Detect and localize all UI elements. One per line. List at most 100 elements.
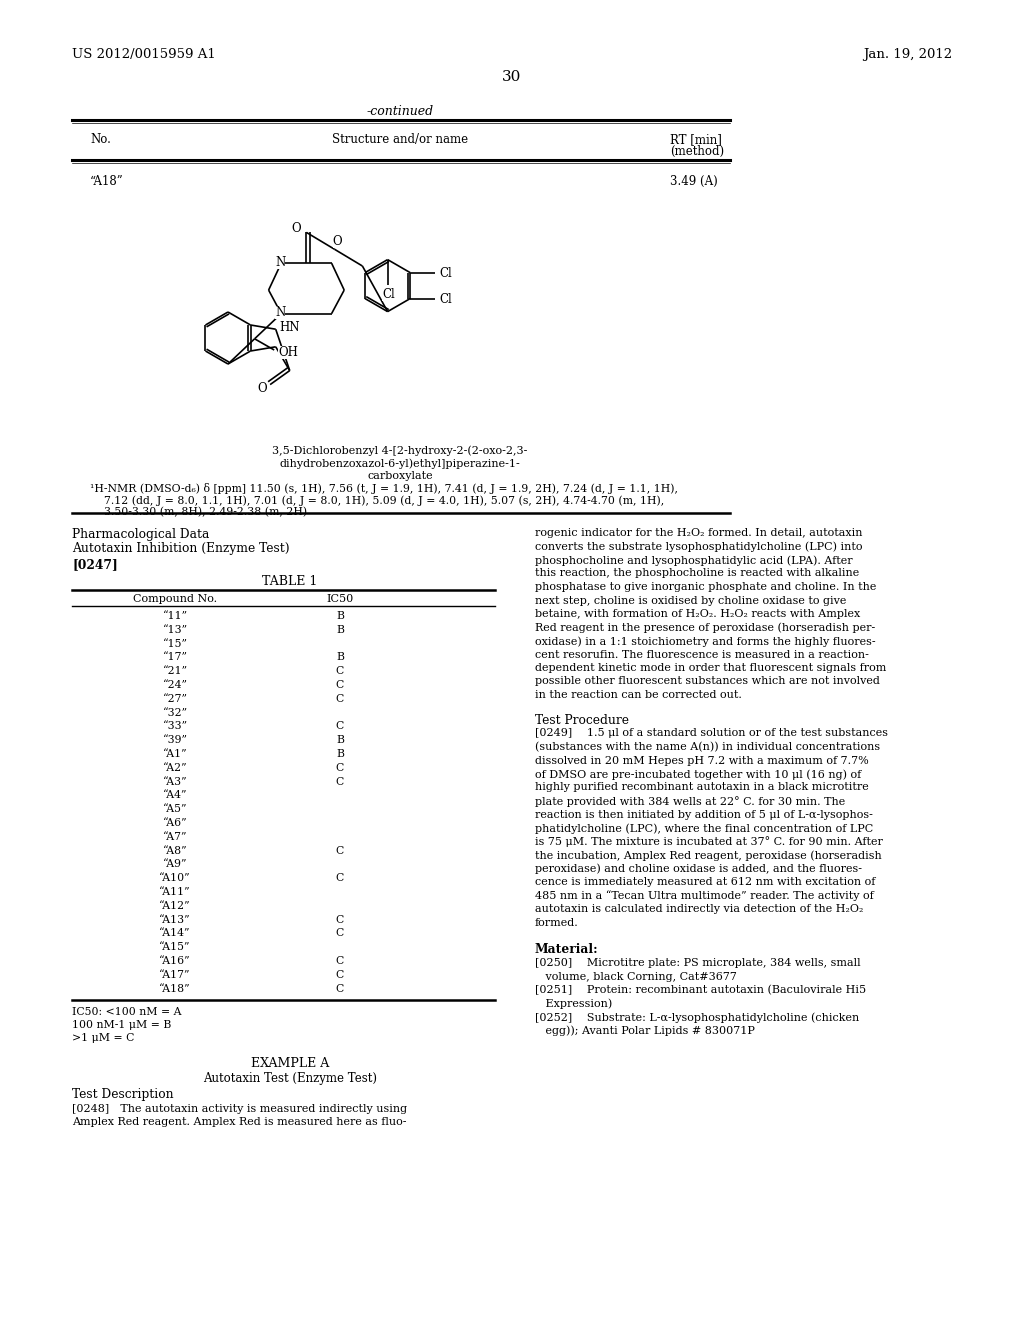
Text: of DMSO are pre-incubated together with 10 μl (16 ng) of: of DMSO are pre-incubated together with … [535,770,861,780]
Text: [0247]: [0247] [72,558,118,572]
Text: N: N [275,306,286,319]
Text: C: C [336,874,344,883]
Text: O: O [333,235,342,248]
Text: dependent kinetic mode in order that fluorescent signals from: dependent kinetic mode in order that flu… [535,663,887,673]
Text: O: O [257,381,267,395]
Text: “A2”: “A2” [163,763,187,772]
Text: B: B [336,624,344,635]
Text: dissolved in 20 mM Hepes pH 7.2 with a maximum of 7.7%: dissolved in 20 mM Hepes pH 7.2 with a m… [535,755,868,766]
Text: “A3”: “A3” [163,776,187,787]
Text: C: C [336,763,344,772]
Text: “A18”: “A18” [90,176,124,187]
Text: Compound No.: Compound No. [133,594,217,605]
Text: C: C [336,667,344,676]
Text: [0252]  Substrate: L-α-lysophosphatidylcholine (chicken: [0252] Substrate: L-α-lysophosphatidylch… [535,1012,859,1023]
Text: “A11”: “A11” [159,887,190,898]
Text: C: C [336,694,344,704]
Text: Test Description: Test Description [72,1089,174,1101]
Text: “A7”: “A7” [163,832,187,842]
Text: “A17”: “A17” [160,970,190,979]
Text: [0248] The autotaxin activity is measured indirectly using: [0248] The autotaxin activity is measure… [72,1105,408,1114]
Text: peroxidase) and choline oxidase is added, and the fluores-: peroxidase) and choline oxidase is added… [535,863,862,874]
Text: Jan. 19, 2012: Jan. 19, 2012 [863,48,952,61]
Text: converts the substrate lysophosphatidylcholine (LPC) into: converts the substrate lysophosphatidylc… [535,541,862,552]
Text: rogenic indicator for the H₂O₂ formed. In detail, autotaxin: rogenic indicator for the H₂O₂ formed. I… [535,528,862,539]
Text: 485 nm in a “Tecan Ultra multimode” reader. The activity of: 485 nm in a “Tecan Ultra multimode” read… [535,891,873,902]
Text: >1 μM = C: >1 μM = C [72,1034,134,1043]
Text: is 75 μM. The mixture is incubated at 37° C. for 90 min. After: is 75 μM. The mixture is incubated at 37… [535,837,883,847]
Text: egg)); Avanti Polar Lipids # 830071P: egg)); Avanti Polar Lipids # 830071P [535,1026,755,1036]
Text: oxidase) in a 1:1 stoichiometry and forms the highly fluores-: oxidase) in a 1:1 stoichiometry and form… [535,636,876,647]
Text: C: C [336,983,344,994]
Text: 7.12 (dd, J = 8.0, 1.1, 1H), 7.01 (d, J = 8.0, 1H), 5.09 (d, J = 4.0, 1H), 5.07 : 7.12 (dd, J = 8.0, 1.1, 1H), 7.01 (d, J … [90,495,665,506]
Text: 3.49 (A): 3.49 (A) [670,176,718,187]
Text: plate provided with 384 wells at 22° C. for 30 min. The: plate provided with 384 wells at 22° C. … [535,796,845,807]
Text: C: C [336,970,344,979]
Text: this reaction, the phosphocholine is reacted with alkaline: this reaction, the phosphocholine is rea… [535,569,859,578]
Text: “11”: “11” [163,611,187,620]
Text: Autotaxin Inhibition (Enzyme Test): Autotaxin Inhibition (Enzyme Test) [72,543,290,554]
Text: HN: HN [280,321,300,334]
Text: “A8”: “A8” [163,846,187,855]
Text: B: B [336,735,344,746]
Text: phosphatase to give inorganic phosphate and choline. In the: phosphatase to give inorganic phosphate … [535,582,877,591]
Text: 30: 30 [503,70,521,84]
Text: US 2012/0015959 A1: US 2012/0015959 A1 [72,48,216,61]
Text: “A1”: “A1” [163,748,187,759]
Text: “33”: “33” [163,722,187,731]
Text: Autotaxin Test (Enzyme Test): Autotaxin Test (Enzyme Test) [203,1072,377,1085]
Text: C: C [336,956,344,966]
Text: highly purified recombinant autotaxin in a black microtitre: highly purified recombinant autotaxin in… [535,783,868,792]
Text: Cl: Cl [439,267,452,280]
Text: Red reagent in the presence of peroxidase (horseradish per-: Red reagent in the presence of peroxidas… [535,623,876,634]
Text: carboxylate: carboxylate [368,471,433,480]
Text: “A15”: “A15” [160,942,190,952]
Text: [0251]  Protein: recombinant autotaxin (Baculovirale Hi5: [0251] Protein: recombinant autotaxin (B… [535,985,866,995]
Text: phatidylcholine (LPC), where the final concentration of LPC: phatidylcholine (LPC), where the final c… [535,822,873,833]
Text: IC50: <100 nM = A: IC50: <100 nM = A [72,1007,181,1018]
Text: cence is immediately measured at 612 nm with excitation of: cence is immediately measured at 612 nm … [535,876,876,887]
Text: C: C [336,722,344,731]
Text: (substances with the name A(n)) in individual concentrations: (substances with the name A(n)) in indiv… [535,742,880,752]
Text: B: B [336,611,344,620]
Text: the incubation, Amplex Red reagent, peroxidase (horseradish: the incubation, Amplex Red reagent, pero… [535,850,882,861]
Text: “39”: “39” [163,735,187,746]
Text: “A13”: “A13” [159,915,190,924]
Text: formed.: formed. [535,917,579,928]
Text: “27”: “27” [163,694,187,704]
Text: C: C [336,680,344,690]
Text: “A5”: “A5” [163,804,187,814]
Text: C: C [336,776,344,787]
Text: “A16”: “A16” [159,956,190,966]
Text: B: B [336,748,344,759]
Text: RT [min]: RT [min] [670,133,722,147]
Text: EXAMPLE A: EXAMPLE A [251,1057,329,1071]
Text: reaction is then initiated by addition of 5 μl of L-α-lysophos-: reaction is then initiated by addition o… [535,809,872,820]
Text: “A4”: “A4” [163,791,187,800]
Text: “13”: “13” [163,624,187,635]
Text: “A14”: “A14” [160,928,190,939]
Text: C: C [336,846,344,855]
Text: Cl: Cl [382,288,395,301]
Text: ¹H-NMR (DMSO-d₆) δ [ppm] 11.50 (s, 1H), 7.56 (t, J = 1.9, 1H), 7.41 (d, J = 1.9,: ¹H-NMR (DMSO-d₆) δ [ppm] 11.50 (s, 1H), … [90,483,678,494]
Text: 3,5-Dichlorobenzyl 4-[2-hydroxy-2-(2-oxo-2,3-: 3,5-Dichlorobenzyl 4-[2-hydroxy-2-(2-oxo… [272,445,527,455]
Text: next step, choline is oxidised by choline oxidase to give: next step, choline is oxidised by cholin… [535,595,847,606]
Text: cent resorufin. The fluorescence is measured in a reaction-: cent resorufin. The fluorescence is meas… [535,649,869,660]
Text: -continued: -continued [367,106,433,117]
Text: O: O [292,222,301,235]
Text: betaine, with formation of H₂O₂. H₂O₂ reacts with Amplex: betaine, with formation of H₂O₂. H₂O₂ re… [535,609,860,619]
Text: Cl: Cl [439,293,452,306]
Text: Structure and/or name: Structure and/or name [332,133,468,147]
Text: “17”: “17” [163,652,187,663]
Text: Test Procedure: Test Procedure [535,714,629,726]
Text: N: N [275,256,286,269]
Text: “A6”: “A6” [163,818,187,828]
Text: OH: OH [279,346,298,359]
Text: Amplex Red reagent. Amplex Red is measured here as fluo-: Amplex Red reagent. Amplex Red is measur… [72,1118,407,1127]
Text: (method): (method) [670,145,724,158]
Text: volume, black Corning, Cat#3677: volume, black Corning, Cat#3677 [535,972,737,982]
Text: phosphocholine and lysophosphatidylic acid (LPA). After: phosphocholine and lysophosphatidylic ac… [535,554,853,565]
Text: autotaxin is calculated indirectly via detection of the H₂O₂: autotaxin is calculated indirectly via d… [535,904,863,913]
Text: [0249]  1.5 μl of a standard solution or of the test substances: [0249] 1.5 μl of a standard solution or … [535,729,888,738]
Text: “A18”: “A18” [159,983,190,994]
